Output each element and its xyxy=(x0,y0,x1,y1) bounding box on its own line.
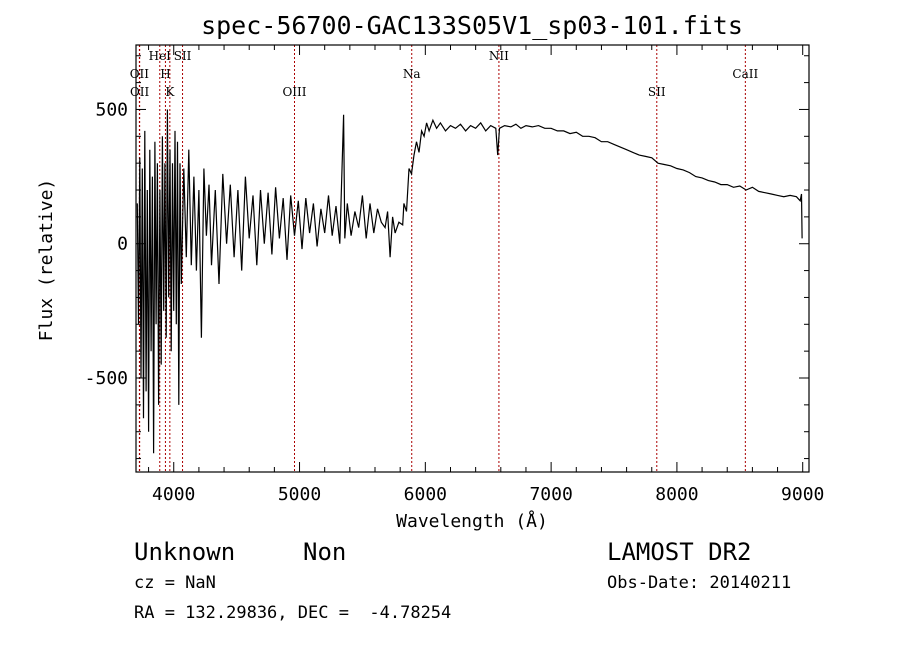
spectrum-line xyxy=(136,109,803,454)
object-class: Unknown xyxy=(134,538,236,566)
survey-name: LAMOST DR2 xyxy=(607,538,752,566)
x-tick-label: 9000 xyxy=(781,484,824,505)
emission-line-label: SII xyxy=(648,85,666,99)
redshift-cz: cz = NaN xyxy=(134,573,216,593)
x-tick-label: 5000 xyxy=(278,484,321,505)
y-tick-label: -500 xyxy=(85,368,128,389)
ra-dec-coordinates: RA = 132.29836, DEC = -4.78254 xyxy=(134,603,452,623)
observation-date: Obs-Date: 20140211 xyxy=(607,573,792,593)
plot-frame xyxy=(135,44,810,473)
emission-line-label: H xyxy=(160,67,170,81)
emission-line-label: SII xyxy=(174,49,192,63)
y-tick-label: 0 xyxy=(117,234,128,255)
chart-title: spec-56700-GAC133S05V1_sp03-101.fits xyxy=(201,11,743,40)
x-tick-label: 6000 xyxy=(404,484,447,505)
y-tick-label: 500 xyxy=(95,99,128,120)
emission-line-label: OII xyxy=(130,85,150,99)
x-tick-label: 7000 xyxy=(529,484,572,505)
emission-line-label: OIII xyxy=(282,85,306,99)
axis-tick-labels: 4000 5000 6000 7000 8000 9000 -500 0 500 xyxy=(85,99,825,505)
emission-line-label: NII xyxy=(489,49,509,63)
axis-ticks xyxy=(136,45,809,472)
emission-line-label: K xyxy=(165,85,175,99)
emission-line-label: CaII xyxy=(732,67,758,81)
x-tick-label: 8000 xyxy=(655,484,698,505)
y-axis-label: Flux (relative) xyxy=(36,179,57,342)
object-subclass: Non xyxy=(303,538,347,566)
x-axis-label: Wavelength (Å) xyxy=(396,510,548,532)
x-tick-label: 4000 xyxy=(152,484,195,505)
emission-line-label: Na xyxy=(403,67,421,81)
emission-line-label: HeI xyxy=(149,49,172,63)
